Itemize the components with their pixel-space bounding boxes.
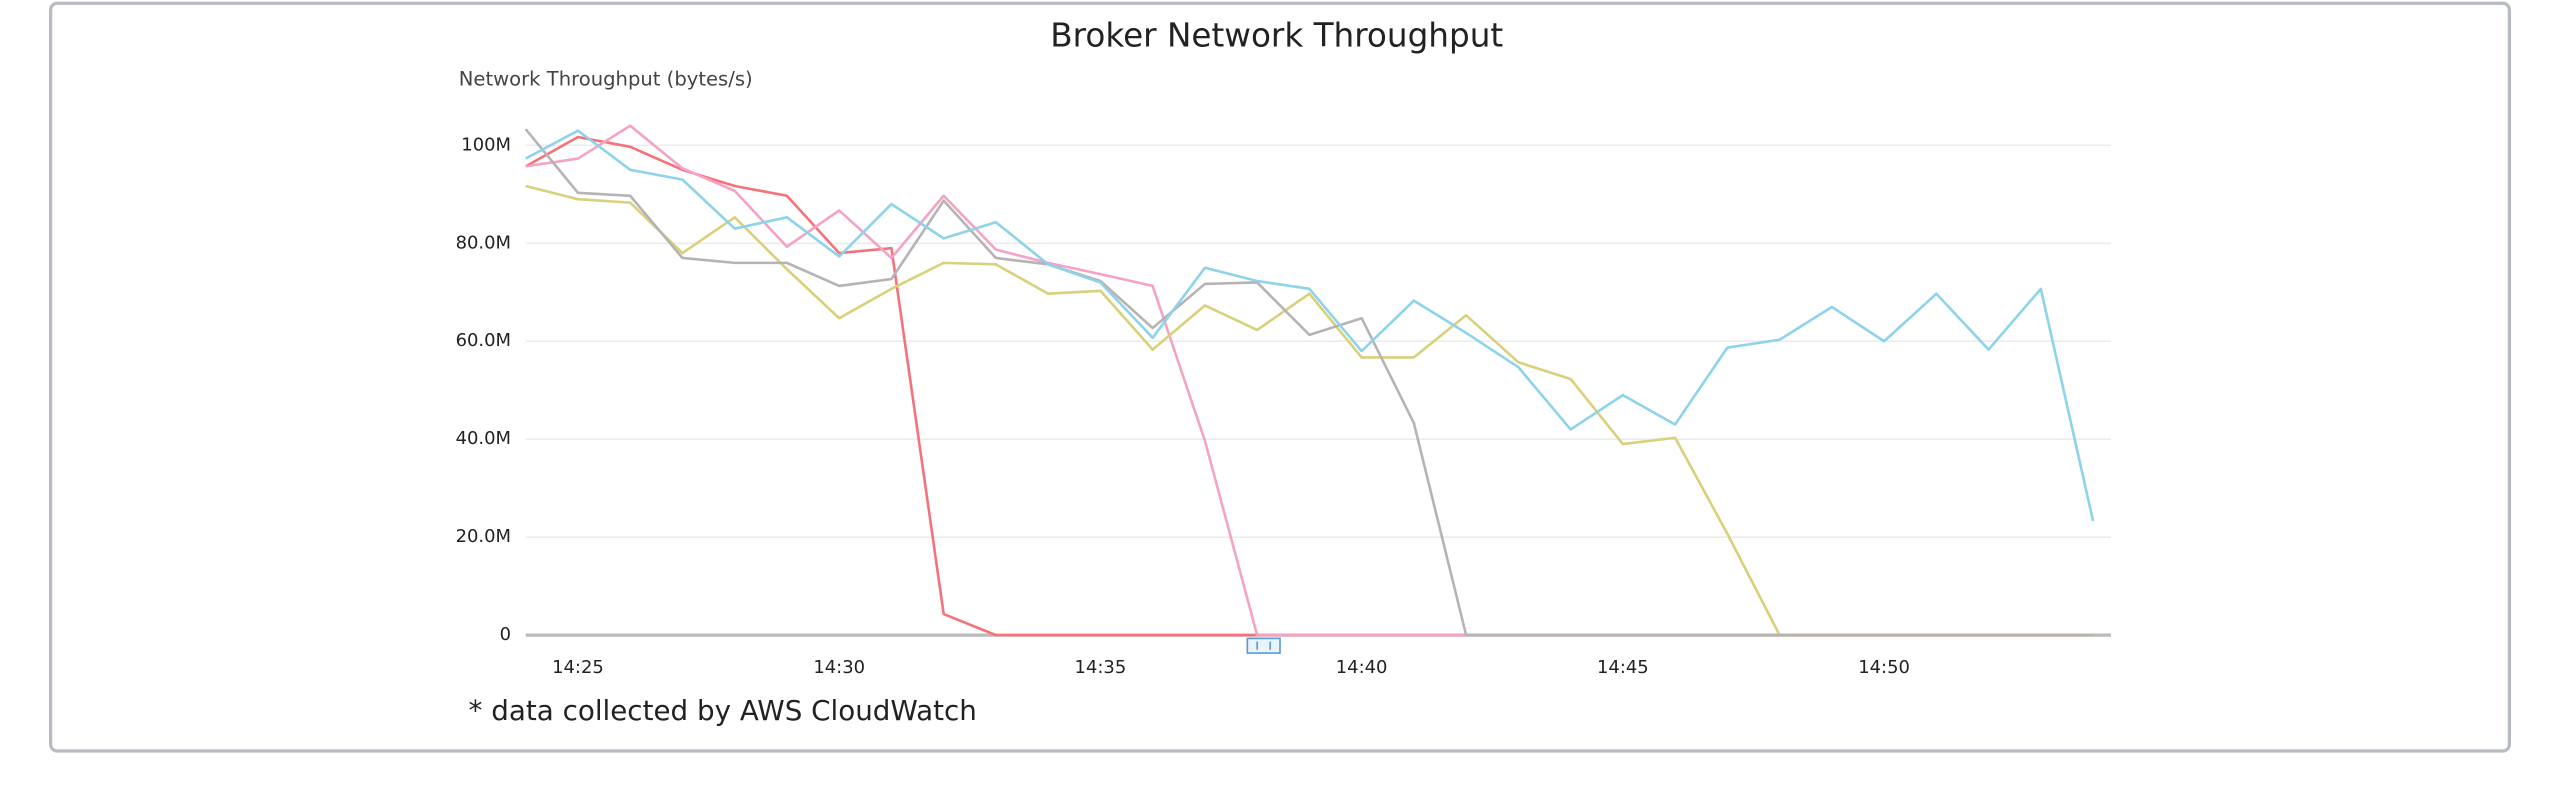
y-tick-label: 60.0M [456,330,511,351]
y-tick-label: 20.0M [456,526,511,547]
y-tick-label: 80.0M [456,232,511,253]
x-tick-label: 14:50 [1858,657,1910,678]
series-line [524,128,2094,637]
y-tick-label: 40.0M [456,428,511,449]
footnote: * data collected by AWS CloudWatch [469,694,977,727]
scrubber [1246,637,1281,654]
y-axis-title: Network Throughput (bytes/s) [459,68,753,91]
y-tick-label: 100M [461,134,511,155]
x-tick-label: 14:40 [1336,657,1388,678]
x-tick-label: 14:25 [552,657,604,678]
plot-area: 0 20.0M 40.0M 60.0M 80.0M 100M 14:25 14:30 14:35… [456,124,2112,678]
frame [48,1,2512,753]
chart-title: Broker Network Throughput [1050,17,1503,55]
x-tick-label: 14:30 [813,657,865,678]
scrubber-handle [1246,637,1281,654]
x-tick-label: 14:45 [1597,657,1649,678]
series-line [525,129,2095,522]
y-tick-label: 0 [500,624,511,645]
x-tick-label: 14:35 [1075,657,1127,678]
